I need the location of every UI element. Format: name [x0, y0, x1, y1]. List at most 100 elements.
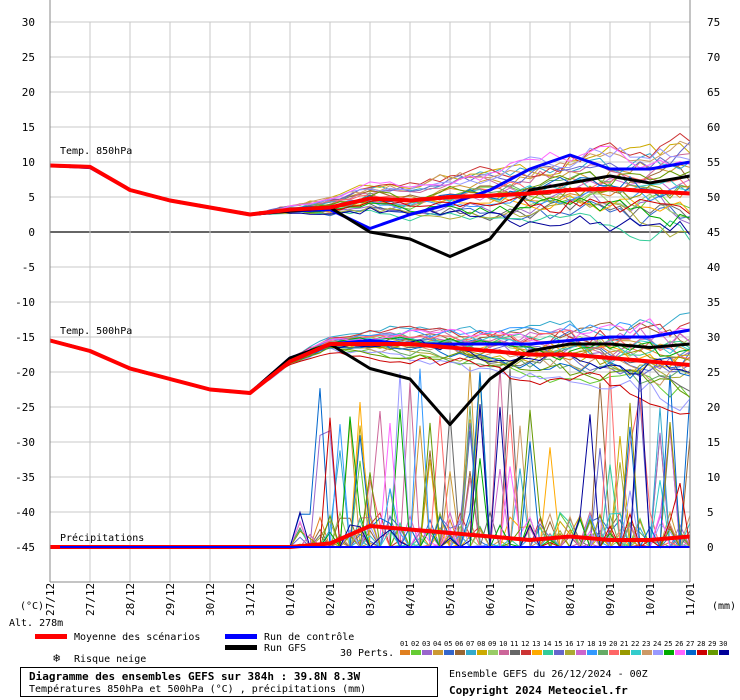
legend-pert-swatch: [686, 650, 696, 655]
left-tick-label: -40: [15, 506, 35, 519]
legend-pert-swatch: [587, 650, 597, 655]
date-tick-label: 28/12: [124, 583, 137, 616]
legend-pert-number: 26: [675, 640, 683, 648]
date-tick-label: 29/12: [164, 583, 177, 616]
legend-pert-number: 09: [488, 640, 496, 648]
legend-pert-swatch: [642, 650, 652, 655]
legend-pert-swatch: [609, 650, 619, 655]
legend-pert-number: 17: [576, 640, 584, 648]
right-tick-label: 35: [707, 296, 720, 309]
legend-pert-number: 04: [433, 640, 441, 648]
legend-pert-swatch: [620, 650, 630, 655]
legend-mean-swatch: [35, 634, 67, 639]
legend-pert-number: 21: [620, 640, 628, 648]
date-tick-label: 02/01: [324, 583, 337, 616]
left-tick-label: -20: [15, 366, 35, 379]
left-tick-label: 5: [28, 191, 35, 204]
right-tick-label: 75: [707, 16, 720, 29]
right-tick-label: 45: [707, 226, 720, 239]
legend-pert-number: 19: [598, 640, 606, 648]
legend-pert-swatch: [664, 650, 674, 655]
legend-pert-number: 12: [521, 640, 529, 648]
left-tick-label: 20: [22, 86, 35, 99]
date-tick-label: 06/01: [484, 583, 497, 616]
date-tick-label: 30/12: [204, 583, 217, 616]
legend-mean-label: Moyenne des scénarios: [74, 631, 200, 643]
right-tick-label: 25: [707, 366, 720, 379]
label-t850: Temp. 850hPa: [60, 146, 132, 157]
legend-perts-label: 30 Perts.: [340, 648, 394, 659]
legend-pert-swatch: [477, 650, 487, 655]
legend-pert-swatch: [510, 650, 520, 655]
legend-gfs-label: Run GFS: [264, 643, 306, 654]
legend-control-label: Run de contrôle: [264, 631, 354, 643]
series-t500-line: [49, 338, 691, 395]
right-tick-label: 60: [707, 121, 720, 134]
legend-pert-swatch: [675, 650, 685, 655]
main-series: [49, 153, 691, 549]
footer-title-box: Diagramme des ensembles GEFS sur 384h : …: [20, 667, 438, 697]
legend-pert-swatch: [433, 650, 443, 655]
chart-grid: [49, 21, 691, 582]
legend-pert-swatch: [488, 650, 498, 655]
right-tick-label: 20: [707, 401, 720, 414]
right-tick-label: 15: [707, 436, 720, 449]
right-tick-label: 70: [707, 51, 720, 64]
left-tick-label: 0: [28, 226, 35, 239]
legend-pert-swatch: [532, 650, 542, 655]
date-tick-label: 05/01: [444, 583, 457, 616]
footer-copyright: Copyright 2024 Meteociel.fr: [449, 684, 628, 697]
left-tick-label: 30: [22, 16, 35, 29]
left-tick-label: 10: [22, 156, 35, 169]
left-tick-label: -35: [15, 471, 35, 484]
left-tick-label: -45: [15, 541, 35, 554]
left-tick-label: -5: [22, 261, 35, 274]
legend-pert-number: 15: [554, 640, 562, 648]
right-tick-label: 55: [707, 156, 720, 169]
date-tick-label: 27/12: [84, 583, 97, 616]
legend-snow-label: Risque neige: [74, 654, 146, 665]
left-tick-label: -30: [15, 436, 35, 449]
date-tick-label: 09/01: [604, 583, 617, 616]
legend-pert-number: 06: [455, 640, 463, 648]
right-tick-label: 40: [707, 261, 720, 274]
legend-pert-number: 22: [631, 640, 639, 648]
legend-pert-number: 16: [565, 640, 573, 648]
date-tick-label: 04/01: [404, 583, 417, 616]
legend-pert-number: 30: [719, 640, 727, 648]
legend-pert-swatch: [521, 650, 531, 655]
legend-pert-number: 18: [587, 640, 595, 648]
series-t850-line: [49, 163, 691, 217]
left-tick-label: 15: [22, 121, 35, 134]
legend-pert-swatch: [719, 650, 729, 655]
right-tick-label: 50: [707, 191, 720, 204]
legend-pert-number: 27: [686, 640, 694, 648]
legend-pert-swatch: [411, 650, 421, 655]
legend-pert-number: 03: [422, 640, 430, 648]
date-tick-label: 07/01: [524, 583, 537, 616]
legend-pert-swatch: [455, 650, 465, 655]
legend-pert-swatch: [697, 650, 707, 655]
left-tick-label: -10: [15, 296, 35, 309]
altitude-label: Alt. 278m: [9, 618, 63, 629]
legend-control-swatch: [225, 634, 257, 639]
legend-pert-swatch: [565, 650, 575, 655]
footer-subtitle: Températures 850hPa et 500hPa (°C) , pré…: [29, 684, 367, 695]
date-tick-label: 10/01: [644, 583, 657, 616]
legend-pert-number: 24: [653, 640, 661, 648]
date-tick-label: 27/12: [44, 583, 57, 616]
right-axis-unit: (mm): [712, 601, 736, 612]
legend-pert-number: 20: [609, 640, 617, 648]
footer-title: Diagramme des ensembles GEFS sur 384h : …: [29, 670, 361, 683]
legend-pert-swatch: [444, 650, 454, 655]
left-tick-label: 25: [22, 51, 35, 64]
left-axis-unit: (°C): [20, 601, 44, 612]
legend-pert-swatch: [466, 650, 476, 655]
legend-pert-number: 07: [466, 640, 474, 648]
left-tick-label: -25: [15, 401, 35, 414]
legend-pert-swatch: [631, 650, 641, 655]
legend-pert-swatch: [422, 650, 432, 655]
legend-pert-number: 10: [499, 640, 507, 648]
